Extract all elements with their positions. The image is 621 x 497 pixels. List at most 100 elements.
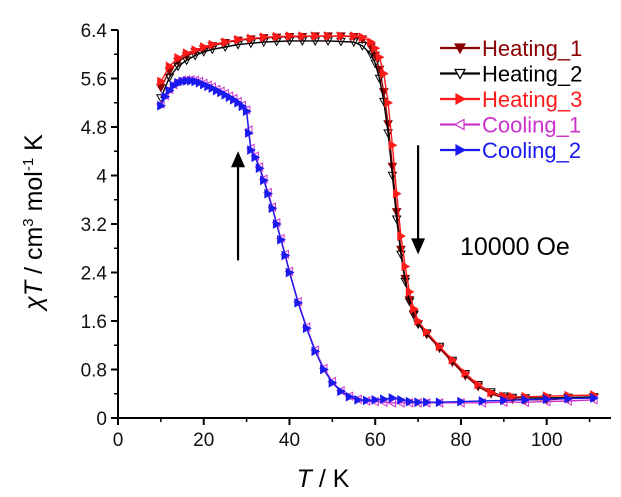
x-tick-label: 40 bbox=[279, 430, 300, 451]
data-point bbox=[521, 394, 531, 405]
data-point bbox=[157, 100, 166, 111]
data-point bbox=[174, 77, 184, 88]
data-point bbox=[380, 394, 389, 405]
data-point bbox=[337, 386, 346, 397]
data-point bbox=[157, 76, 166, 87]
data-point bbox=[414, 316, 424, 326]
data-point bbox=[191, 45, 201, 55]
data-point bbox=[354, 394, 364, 405]
series-layer bbox=[155, 31, 599, 408]
data-point bbox=[500, 395, 509, 406]
legend-label: Heating_3 bbox=[482, 87, 582, 112]
y-tick-label: 0.8 bbox=[81, 361, 107, 382]
series-heating-3 bbox=[157, 31, 599, 402]
data-point bbox=[247, 145, 256, 155]
data-point bbox=[174, 53, 184, 63]
data-point bbox=[311, 31, 321, 41]
data-point bbox=[165, 85, 175, 96]
data-point bbox=[383, 129, 393, 139]
data-point bbox=[285, 31, 295, 41]
data-point bbox=[405, 396, 415, 407]
data-point bbox=[478, 396, 488, 406]
data-point bbox=[173, 62, 183, 72]
x-tick-label: 100 bbox=[531, 430, 563, 451]
data-point bbox=[422, 397, 432, 408]
y-tick-label: 5.6 bbox=[81, 70, 107, 91]
legend-label: Cooling_2 bbox=[482, 138, 581, 163]
data-point bbox=[487, 387, 496, 398]
data-point bbox=[397, 394, 406, 405]
data-point bbox=[182, 48, 192, 58]
data-point bbox=[357, 42, 368, 51]
data-point bbox=[200, 79, 209, 90]
data-point bbox=[358, 32, 368, 43]
data-point bbox=[204, 81, 214, 92]
data-point bbox=[238, 101, 248, 112]
field-annotation: 10000 Oe bbox=[460, 233, 570, 261]
legend-label: Cooling_1 bbox=[482, 113, 581, 138]
arrow-down bbox=[411, 145, 426, 255]
data-point bbox=[247, 33, 256, 44]
data-point bbox=[371, 394, 381, 405]
data-point bbox=[474, 379, 484, 390]
data-point bbox=[461, 368, 471, 378]
data-point bbox=[221, 90, 231, 100]
data-point bbox=[221, 37, 231, 47]
arrow-layer bbox=[231, 145, 426, 261]
data-point bbox=[178, 76, 188, 87]
data-point bbox=[370, 59, 381, 69]
data-point bbox=[195, 77, 205, 88]
data-point bbox=[281, 250, 291, 261]
data-point bbox=[348, 38, 359, 48]
data-point bbox=[350, 31, 359, 41]
data-point bbox=[212, 85, 222, 96]
data-point bbox=[298, 31, 308, 41]
data-point bbox=[311, 346, 321, 357]
y-tick-label: 2.4 bbox=[81, 264, 108, 285]
data-point bbox=[448, 354, 458, 365]
data-point bbox=[457, 396, 466, 407]
legend-marker bbox=[453, 43, 467, 55]
data-point bbox=[414, 397, 424, 408]
y-tick-label: 4.8 bbox=[81, 118, 107, 139]
axes-layer: 0 0.8 1.6 2.4 3.2 4 4.8 5.6 6.4 0 20 40 60 80 100 bbox=[81, 21, 611, 451]
data-point bbox=[564, 393, 574, 404]
data-point bbox=[217, 87, 226, 98]
legend-label: Heating_1 bbox=[482, 36, 582, 61]
data-point bbox=[260, 32, 269, 43]
legend-item-heating-3: Heating_3 bbox=[440, 87, 582, 112]
data-point bbox=[337, 31, 346, 41]
legend-marker bbox=[455, 92, 467, 106]
data-point bbox=[366, 50, 376, 60]
y-tick-label: 4 bbox=[96, 167, 107, 188]
data-point bbox=[208, 39, 218, 50]
data-point bbox=[367, 37, 376, 47]
data-point bbox=[181, 56, 192, 66]
data-point bbox=[302, 323, 312, 334]
data-point bbox=[260, 175, 269, 186]
data-point bbox=[374, 74, 385, 84]
data-point bbox=[542, 394, 552, 405]
data-point bbox=[508, 391, 518, 402]
y-tick-label: 1.6 bbox=[81, 312, 107, 333]
legend-item-cooling-2: Cooling_2 bbox=[440, 138, 581, 163]
data-point bbox=[164, 73, 175, 83]
data-point bbox=[387, 171, 398, 181]
data-point bbox=[251, 152, 261, 163]
legend-label: Heating_2 bbox=[482, 62, 582, 87]
data-point bbox=[328, 377, 338, 388]
y-axis-title: χT / cm3 mol-1 K bbox=[20, 134, 48, 312]
data-point bbox=[242, 106, 252, 117]
data-point bbox=[268, 203, 278, 214]
data-point bbox=[345, 391, 355, 402]
data-point bbox=[401, 261, 411, 272]
data-point bbox=[277, 234, 286, 245]
data-point bbox=[397, 231, 406, 241]
data-point bbox=[156, 83, 166, 93]
data-point bbox=[324, 31, 334, 41]
y-tick-label: 3.2 bbox=[81, 215, 107, 236]
data-point bbox=[200, 42, 209, 52]
legend-marker bbox=[455, 143, 467, 157]
data-point bbox=[208, 83, 218, 94]
